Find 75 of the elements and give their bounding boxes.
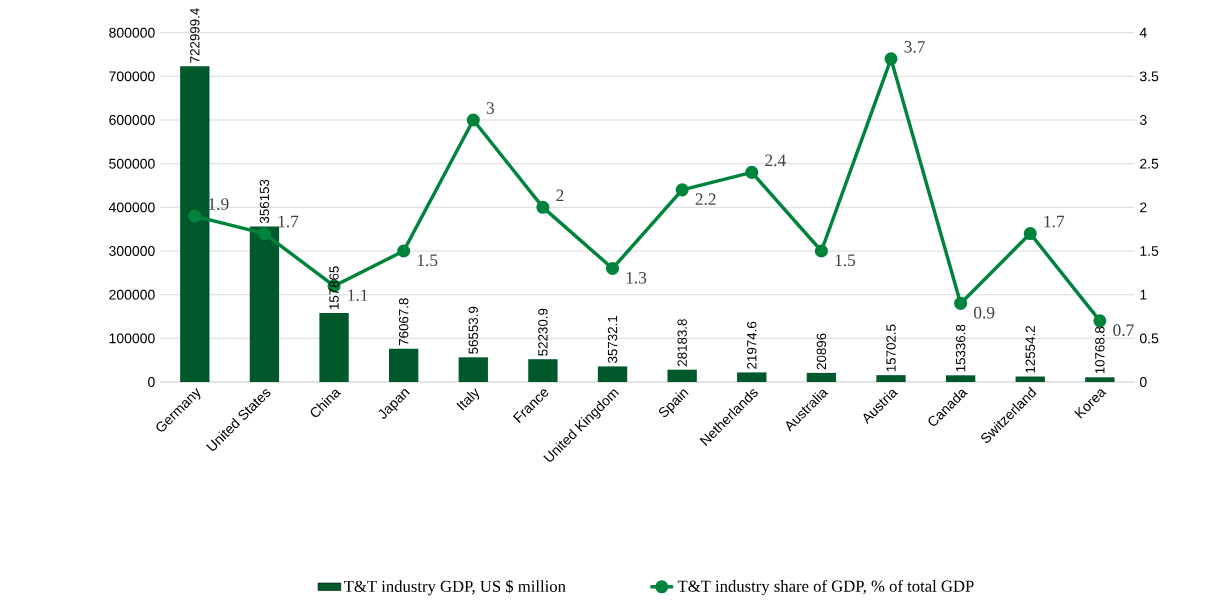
data-label: 21974.6 xyxy=(747,321,757,369)
data-label: 1.1 xyxy=(348,289,368,302)
point xyxy=(745,165,759,179)
data-label: 15336.8 xyxy=(955,324,966,372)
y2-tick-label: 3.5 xyxy=(1139,71,1159,82)
bar xyxy=(737,372,767,382)
bar xyxy=(597,366,628,382)
point xyxy=(188,209,202,223)
y-tick-label: 400000 xyxy=(108,202,155,213)
y2-tick-label: 2.5 xyxy=(1140,158,1159,169)
y2-tick-label: 2 xyxy=(1140,202,1147,213)
y2-tick-label: 0.5 xyxy=(1139,333,1159,344)
bar xyxy=(528,359,558,382)
y-tick-label: 300000 xyxy=(109,246,155,256)
data-label: 722999.4 xyxy=(190,8,200,63)
data-label: 12554.2 xyxy=(1025,326,1035,373)
data-label: 35732.1 xyxy=(607,315,618,363)
bar xyxy=(1015,376,1045,382)
data-label: 1.7 xyxy=(1044,215,1065,228)
point xyxy=(1093,314,1107,328)
y2-tick-label: 4 xyxy=(1139,27,1147,38)
data-label: 0.7 xyxy=(1113,324,1134,337)
bar xyxy=(876,375,906,382)
y-tick-label: 200000 xyxy=(109,289,155,300)
data-label: 76067.8 xyxy=(398,298,409,346)
data-label: 1.5 xyxy=(417,254,438,267)
data-label: 2.2 xyxy=(695,193,716,206)
point xyxy=(605,261,620,276)
point xyxy=(1023,226,1037,241)
point xyxy=(466,113,480,127)
y-tick-label: 0 xyxy=(148,377,155,387)
point xyxy=(397,244,411,258)
data-label: 0.9 xyxy=(974,306,995,319)
data-label: 1.5 xyxy=(835,254,856,267)
bar xyxy=(945,375,976,382)
point xyxy=(884,52,898,66)
point xyxy=(675,183,689,197)
data-label: 3 xyxy=(486,102,494,114)
point xyxy=(814,244,828,258)
bar xyxy=(458,357,488,382)
point xyxy=(536,200,550,214)
y-tick-label: 700000 xyxy=(109,71,155,82)
data-label: 52230.9 xyxy=(538,308,548,356)
y2-tick-label: 0 xyxy=(1139,377,1147,387)
data-label: 157865 xyxy=(329,266,339,310)
data-label: 2 xyxy=(556,189,564,202)
y2-tick-label: 1 xyxy=(1140,289,1147,300)
data-label: 1.7 xyxy=(278,215,299,228)
data-label: 20896 xyxy=(816,333,827,370)
x-tick-label: Italy xyxy=(456,388,480,411)
bar xyxy=(180,66,210,382)
bar xyxy=(249,226,280,382)
point xyxy=(954,296,968,310)
y-tick-label: 800000 xyxy=(109,27,155,38)
data-label: 56553.9 xyxy=(468,306,479,354)
y-tick-label: 500000 xyxy=(109,158,155,169)
point xyxy=(257,226,271,241)
y-tick-label: 100000 xyxy=(109,333,155,344)
legend-label: T&T industry share of GDP, % of total GDP xyxy=(677,579,974,596)
bar xyxy=(1085,377,1115,382)
data-label: 3.7 xyxy=(904,41,925,53)
data-label: 2.4 xyxy=(765,154,786,167)
bar xyxy=(667,369,697,382)
data-label: 15702.5 xyxy=(886,324,896,372)
data-label: 28183.8 xyxy=(677,319,687,367)
data-label: 10768.8 xyxy=(1095,326,1105,374)
legend-label: T&T industry GDP, US $ million xyxy=(344,579,566,596)
bar xyxy=(319,313,349,382)
y2-tick-label: 1.5 xyxy=(1140,246,1159,256)
data-label: 1.3 xyxy=(626,271,647,284)
y2-tick-label: 3 xyxy=(1139,115,1147,125)
data-label: 356153 xyxy=(259,179,270,224)
bar xyxy=(389,348,419,382)
bar xyxy=(806,372,837,382)
y-tick-label: 600000 xyxy=(109,115,155,125)
